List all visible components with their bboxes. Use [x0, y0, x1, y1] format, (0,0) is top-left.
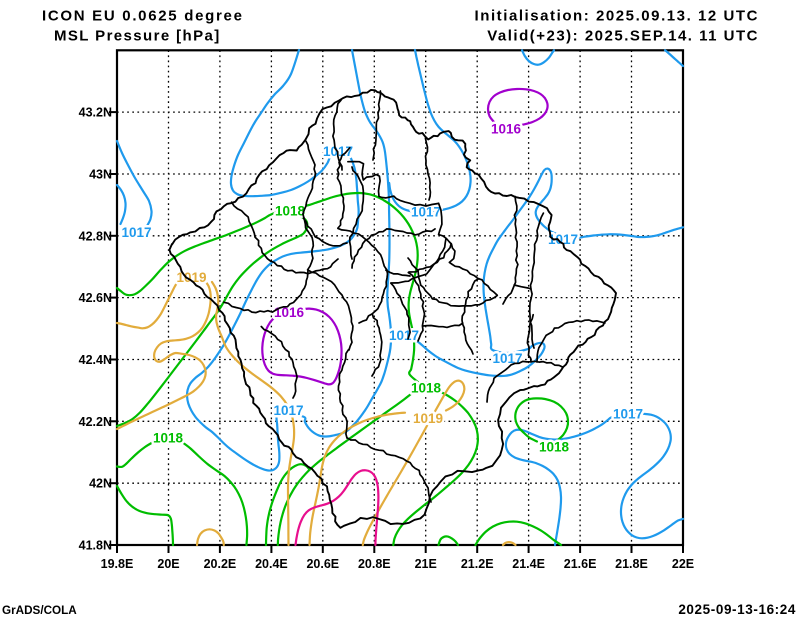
svg-text:1017: 1017	[492, 351, 522, 366]
svg-text:1017: 1017	[121, 225, 151, 240]
svg-text:1019: 1019	[413, 411, 443, 426]
svg-text:1018: 1018	[539, 439, 570, 454]
svg-text:ICON EU 0.0625 degree: ICON EU 0.0625 degree	[42, 8, 244, 25]
svg-text:22E: 22E	[672, 557, 694, 571]
svg-text:21.2E: 21.2E	[461, 557, 494, 571]
svg-text:MSL Pressure [hPa]: MSL Pressure [hPa]	[54, 28, 221, 45]
svg-text:20.8E: 20.8E	[358, 557, 391, 571]
svg-text:1017: 1017	[121, 225, 151, 240]
svg-text:43N: 43N	[89, 168, 112, 182]
svg-text:1016: 1016	[274, 305, 305, 320]
svg-text:21E: 21E	[415, 557, 437, 571]
svg-text:1017: 1017	[411, 204, 441, 219]
svg-text:21.4E: 21.4E	[512, 557, 545, 571]
svg-text:1018: 1018	[411, 380, 442, 395]
svg-text:20.4E: 20.4E	[255, 557, 288, 571]
svg-text:43.2N: 43.2N	[79, 106, 112, 120]
svg-text:42.4N: 42.4N	[79, 353, 112, 367]
svg-text:GrADS/COLA: GrADS/COLA	[2, 604, 77, 617]
svg-text:21.8E: 21.8E	[615, 557, 648, 571]
svg-text:1017: 1017	[273, 403, 303, 418]
svg-text:20E: 20E	[157, 557, 179, 571]
svg-text:1017: 1017	[273, 403, 303, 418]
svg-text:2025-09-13-16:24: 2025-09-13-16:24	[678, 602, 796, 617]
svg-text:1017: 1017	[389, 328, 419, 343]
svg-text:1017: 1017	[613, 406, 643, 421]
svg-text:21.6E: 21.6E	[564, 557, 597, 571]
svg-text:1018: 1018	[153, 430, 184, 445]
svg-text:1018: 1018	[275, 203, 306, 218]
svg-text:42.6N: 42.6N	[79, 291, 112, 305]
svg-text:1017: 1017	[411, 204, 441, 219]
svg-text:20.6E: 20.6E	[306, 557, 339, 571]
svg-text:19.8E: 19.8E	[101, 557, 134, 571]
svg-text:Valid(+23): 2025.SEP.14. 11 UT: Valid(+23): 2025.SEP.14. 11 UTC	[487, 28, 759, 45]
svg-text:1016: 1016	[491, 121, 522, 136]
svg-text:42.8N: 42.8N	[79, 229, 112, 243]
svg-text:1017: 1017	[548, 232, 578, 247]
svg-text:1018: 1018	[275, 203, 306, 218]
svg-text:41.8N: 41.8N	[79, 539, 112, 553]
svg-text:1018: 1018	[539, 439, 570, 454]
svg-text:1017: 1017	[613, 406, 643, 421]
svg-text:1018: 1018	[411, 380, 442, 395]
svg-text:1019: 1019	[413, 411, 443, 426]
svg-text:42.2N: 42.2N	[79, 415, 112, 429]
svg-text:Initialisation: 2025.09.13. 12: Initialisation: 2025.09.13. 12 UTC	[475, 8, 759, 25]
svg-text:1016: 1016	[491, 121, 522, 136]
svg-text:42N: 42N	[89, 477, 112, 491]
svg-text:1017: 1017	[548, 232, 578, 247]
svg-text:20.2E: 20.2E	[204, 557, 237, 571]
svg-text:1017: 1017	[389, 328, 419, 343]
svg-text:1018: 1018	[153, 430, 184, 445]
